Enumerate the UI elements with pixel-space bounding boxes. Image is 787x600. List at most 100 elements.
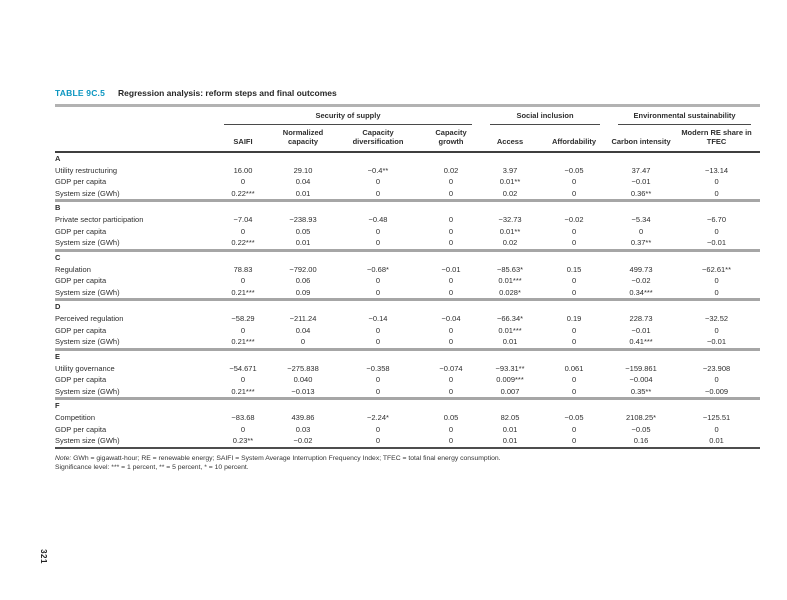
table-row: Utility governance −54.671 −275.838 −0.358 −… xyxy=(55,363,760,375)
regression-table: Security of supply Social inclusion Envi… xyxy=(55,104,761,449)
cell-value: 0.37** xyxy=(609,237,674,252)
cell-value: −0.48 xyxy=(368,215,388,224)
cell-value: 0 xyxy=(421,187,482,202)
cell-value: 499.73 xyxy=(629,264,653,274)
cell-value: 0.09 xyxy=(271,286,335,301)
col-header-affordability: Affordability xyxy=(539,125,610,153)
cell-value: 0 xyxy=(448,325,454,335)
cell-value: 0 xyxy=(539,336,610,351)
cell-value: 0.040 xyxy=(293,375,313,384)
cell-value: 0 xyxy=(421,336,482,351)
table-row: System size (GWh) 0.22*** 0.01 0 0 0.02 0 0.37*… xyxy=(55,237,761,252)
cell-value: −66.34* xyxy=(496,314,524,323)
cell-value: −0.68* xyxy=(367,264,389,274)
cell-value: 0 xyxy=(421,237,482,252)
cell-value: −0.358 xyxy=(366,363,390,373)
cell-value: −275.838 xyxy=(287,363,319,373)
cell-value: 0.19 xyxy=(566,314,582,323)
cell-value: 0.16 xyxy=(609,435,674,449)
cell-value: −93.31** xyxy=(495,363,525,373)
cell-value: −0.02 xyxy=(564,215,584,224)
cell-value: 0 xyxy=(240,424,246,434)
section-label: A xyxy=(55,153,61,163)
cell-value: 0 xyxy=(240,177,246,186)
cell-value: 0.22*** xyxy=(215,237,271,252)
cell-value: −83.68 xyxy=(231,413,255,422)
table-row: GDP per capita 0 0.05 0 0 0.01** 0 0 0 xyxy=(55,226,760,238)
table-row: GDP per capita 0 0.040 0 0 0.009*** 0 −0.004 0 xyxy=(55,374,760,386)
cell-value: −7.04 xyxy=(233,215,253,224)
table-row: Utility restructuring 16.00 29.10 −0.4** 0.0… xyxy=(55,165,760,177)
cell-value: 0.35** xyxy=(609,385,674,400)
cell-value: 0.01 xyxy=(271,237,335,252)
cell-value: 0.34*** xyxy=(609,286,674,301)
cell-value: 0 xyxy=(539,286,610,301)
cell-value: 0.21*** xyxy=(215,336,271,351)
column-group-row: Security of supply Social inclusion Envi… xyxy=(55,106,760,126)
cell-value: 0 xyxy=(571,375,577,384)
cell-value: 0 xyxy=(421,435,482,449)
cell-value: −58.29 xyxy=(231,314,255,323)
cell-value: 0.01** xyxy=(499,226,521,236)
cell-value: 0 xyxy=(714,325,719,335)
cell-value: −54.671 xyxy=(229,363,257,373)
cell-value: 0.23** xyxy=(215,435,271,449)
cell-value: −0.02 xyxy=(271,435,335,449)
table-row: System size (GWh) 0.23** −0.02 0 0 0.01 0 0.16 0… xyxy=(55,435,761,449)
cell-value: 0.15 xyxy=(566,264,582,274)
cell-value: 0 xyxy=(448,177,454,186)
col-group-social: Social inclusion xyxy=(481,106,609,126)
cell-value: 0.061 xyxy=(564,363,584,373)
row-label: System size (GWh) xyxy=(55,187,215,202)
cell-value: 0 xyxy=(375,325,381,335)
row-label: System size (GWh) xyxy=(55,385,215,400)
cell-value: 0.01** xyxy=(499,177,521,186)
cell-value: 0.02 xyxy=(443,165,459,175)
row-label: Private sector participation xyxy=(55,215,144,224)
cell-value: 0.04 xyxy=(295,325,311,335)
col-header-capacity-growth: Capacity growth xyxy=(421,125,482,153)
cell-value: 0.007 xyxy=(481,385,540,400)
cell-value: 0 xyxy=(448,424,454,434)
cell-value: 3.97 xyxy=(502,165,518,175)
cell-value: −0.009 xyxy=(673,385,761,400)
section-label: B xyxy=(55,203,61,213)
cell-value: 0 xyxy=(714,375,719,384)
table-row: Perceived regulation −58.29 −211.24 −0.14 −0… xyxy=(55,313,760,325)
cell-value: −0.01 xyxy=(631,325,651,335)
cell-value: −0.01 xyxy=(673,336,761,351)
cell-value: 0 xyxy=(673,187,761,202)
cell-value: 0 xyxy=(271,336,335,351)
cell-value: −0.14 xyxy=(368,314,388,323)
table-row: System size (GWh) 0.21*** 0 0 0 0.01 0 0.41*** −… xyxy=(55,336,761,351)
cell-value: 0 xyxy=(539,385,610,400)
cell-value: −13.14 xyxy=(704,165,729,175)
row-label: GDP per capita xyxy=(55,226,107,236)
cell-value: 0 xyxy=(240,375,246,384)
col-header-carbon-intensity: Carbon intensity xyxy=(609,125,674,153)
cell-value: −125.51 xyxy=(702,413,731,422)
cell-value: −0.04 xyxy=(441,314,461,323)
table-row: System size (GWh) 0.22*** 0.01 0 0 0.02 0 0.36*… xyxy=(55,187,761,202)
table-row: GDP per capita 0 0.04 0 0 0.01*** 0 −0.01 0 xyxy=(55,325,760,337)
cell-value: 0 xyxy=(673,286,761,301)
table-row: System size (GWh) 0.21*** 0.09 0 0 0.028* 0 0.3… xyxy=(55,286,761,301)
cell-value: 0 xyxy=(335,336,421,351)
cell-value: 16.00 xyxy=(233,165,253,175)
table-row: GDP per capita 0 0.03 0 0 0.01 0 −0.05 0 xyxy=(55,424,760,436)
section-row-f: F xyxy=(55,399,760,413)
section-row-e: E xyxy=(55,349,760,363)
cell-value: −0.4** xyxy=(367,165,389,175)
row-label: GDP per capita xyxy=(55,325,107,335)
cell-value: 0 xyxy=(375,424,381,434)
table-number-label: TABLE 9C.5 xyxy=(55,88,106,98)
cell-value: −62.61** xyxy=(702,264,732,274)
note-label: Note: xyxy=(55,454,72,462)
cell-value: −0.05 xyxy=(564,165,584,175)
cell-value: 0.01 xyxy=(673,435,761,449)
cell-value: 0 xyxy=(448,226,454,236)
col-header-modern-re-share: Modern RE share in TFEC xyxy=(673,125,761,153)
section-label: E xyxy=(55,351,61,361)
significance-line: Significance level: *** = 1 percent, ** … xyxy=(55,463,249,471)
cell-value: 0 xyxy=(375,276,381,285)
